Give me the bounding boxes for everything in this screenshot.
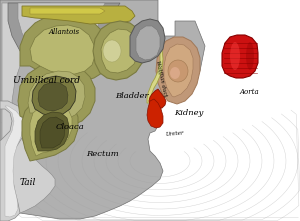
Text: Bladder: Bladder xyxy=(115,92,149,100)
Polygon shape xyxy=(18,63,95,128)
Polygon shape xyxy=(149,89,166,109)
Ellipse shape xyxy=(170,67,180,79)
Polygon shape xyxy=(30,25,95,74)
Text: Tail: Tail xyxy=(20,178,36,187)
Text: Kidney: Kidney xyxy=(174,109,203,117)
Polygon shape xyxy=(30,8,105,14)
Ellipse shape xyxy=(103,40,121,62)
Text: Cloaca: Cloaca xyxy=(56,123,85,131)
Polygon shape xyxy=(147,21,163,103)
Polygon shape xyxy=(155,0,300,131)
Polygon shape xyxy=(0,0,205,221)
Polygon shape xyxy=(130,19,165,63)
Polygon shape xyxy=(101,29,138,73)
Polygon shape xyxy=(0,101,27,221)
Text: Aorta: Aorta xyxy=(240,88,260,96)
Polygon shape xyxy=(28,71,85,121)
Text: Rectum: Rectum xyxy=(85,150,118,158)
Polygon shape xyxy=(18,3,105,66)
Polygon shape xyxy=(22,97,78,161)
Polygon shape xyxy=(30,103,72,156)
Polygon shape xyxy=(32,76,76,116)
Polygon shape xyxy=(20,13,110,81)
Ellipse shape xyxy=(168,60,188,82)
Text: Wolffian duct: Wolffian duct xyxy=(155,60,168,97)
Polygon shape xyxy=(22,6,135,24)
Polygon shape xyxy=(38,82,68,111)
Ellipse shape xyxy=(246,42,254,70)
Polygon shape xyxy=(93,21,144,80)
Ellipse shape xyxy=(230,42,240,70)
Text: Allantois: Allantois xyxy=(49,28,80,36)
Polygon shape xyxy=(2,3,55,219)
Polygon shape xyxy=(156,37,200,104)
Text: Umbilical cord: Umbilical cord xyxy=(13,76,80,85)
Polygon shape xyxy=(222,35,258,78)
Polygon shape xyxy=(8,3,120,78)
Text: Ureter: Ureter xyxy=(165,130,184,137)
Polygon shape xyxy=(147,99,163,128)
Polygon shape xyxy=(35,112,69,151)
Polygon shape xyxy=(40,117,65,148)
Polygon shape xyxy=(164,44,193,97)
Polygon shape xyxy=(5,106,23,217)
Polygon shape xyxy=(136,26,160,60)
